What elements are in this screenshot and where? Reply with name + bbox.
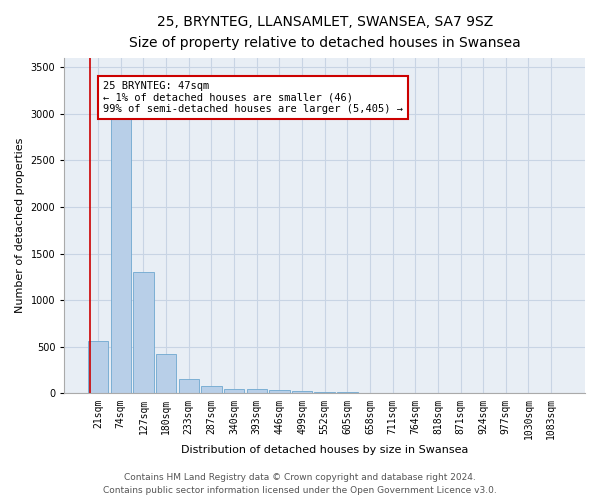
- Bar: [133, 272, 154, 394]
- Title: 25, BRYNTEG, LLANSAMLET, SWANSEA, SA7 9SZ
Size of property relative to detached : 25, BRYNTEG, LLANSAMLET, SWANSEA, SA7 9S…: [129, 15, 521, 50]
- Bar: [88, 341, 109, 394]
- Bar: [405, 393, 425, 394]
- Bar: [156, 354, 176, 394]
- Bar: [269, 390, 290, 394]
- Bar: [247, 390, 267, 394]
- Bar: [382, 392, 403, 394]
- Bar: [337, 392, 358, 394]
- Bar: [179, 379, 199, 394]
- Bar: [110, 118, 131, 394]
- Bar: [224, 389, 244, 394]
- Bar: [360, 392, 380, 394]
- Y-axis label: Number of detached properties: Number of detached properties: [15, 138, 25, 314]
- Bar: [201, 386, 221, 394]
- X-axis label: Distribution of detached houses by size in Swansea: Distribution of detached houses by size …: [181, 445, 469, 455]
- Bar: [314, 392, 335, 394]
- Bar: [292, 390, 312, 394]
- Text: 25 BRYNTEG: 47sqm
← 1% of detached houses are smaller (46)
99% of semi-detached : 25 BRYNTEG: 47sqm ← 1% of detached house…: [103, 81, 403, 114]
- Text: Contains HM Land Registry data © Crown copyright and database right 2024.
Contai: Contains HM Land Registry data © Crown c…: [103, 474, 497, 495]
